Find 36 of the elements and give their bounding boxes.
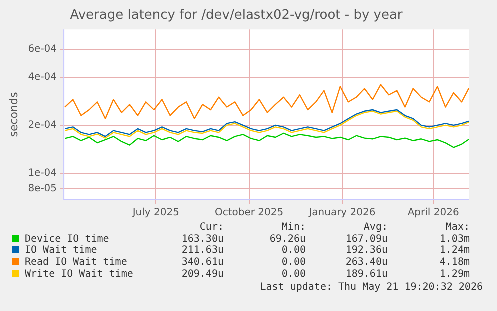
legend-label: Read IO Wait time bbox=[25, 257, 128, 268]
x-tick-label: January 2026 bbox=[308, 208, 376, 219]
text: 263.40u bbox=[344, 256, 388, 268]
y-axis-title: seconds bbox=[7, 92, 20, 138]
x-tick-label: July 2025 bbox=[132, 208, 180, 219]
text: 0.00 bbox=[280, 268, 306, 280]
y-tick-label: 4e-04 bbox=[28, 72, 58, 84]
text: 1.24m bbox=[438, 245, 470, 257]
text: Max: bbox=[444, 222, 470, 234]
x-tick-label: April 2026 bbox=[408, 208, 460, 219]
text: 0.00 bbox=[280, 245, 306, 257]
text: 189.61u bbox=[344, 268, 388, 280]
text: Cur: bbox=[198, 222, 224, 234]
text: 1.03m bbox=[438, 234, 470, 246]
legend-label: Write IO Wait time bbox=[25, 268, 134, 280]
text: 340.61u bbox=[180, 256, 224, 268]
text: 163.30u bbox=[180, 234, 224, 246]
text: 0.00 bbox=[280, 256, 306, 268]
text: 209.49u bbox=[180, 268, 224, 280]
legend-label: Device IO time bbox=[25, 234, 110, 245]
y-tick-label: 6e-04 bbox=[28, 44, 58, 56]
text: 69.26u bbox=[268, 234, 306, 246]
text: Avg: bbox=[362, 222, 388, 234]
y-tick-label: 1e-04 bbox=[28, 168, 58, 179]
text: 192.36u bbox=[344, 245, 388, 257]
legend-label: IO Wait time bbox=[25, 245, 98, 256]
chart-title: Average latency for /dev/elastx02-vg/root - by year bbox=[70, 8, 404, 24]
x-tick-label: October 2025 bbox=[214, 208, 284, 219]
text: 211.63u bbox=[180, 245, 224, 257]
y-tick-label: 2e-04 bbox=[28, 120, 58, 132]
text: Last update: Thu May 21 19:20:32 2026 bbox=[260, 282, 483, 293]
text: 1.29m bbox=[438, 268, 470, 280]
text: Min: bbox=[280, 222, 306, 234]
y-tick-label: 8e-05 bbox=[28, 183, 58, 194]
text: 4.18m bbox=[438, 256, 470, 268]
text: 167.09u bbox=[344, 234, 388, 246]
